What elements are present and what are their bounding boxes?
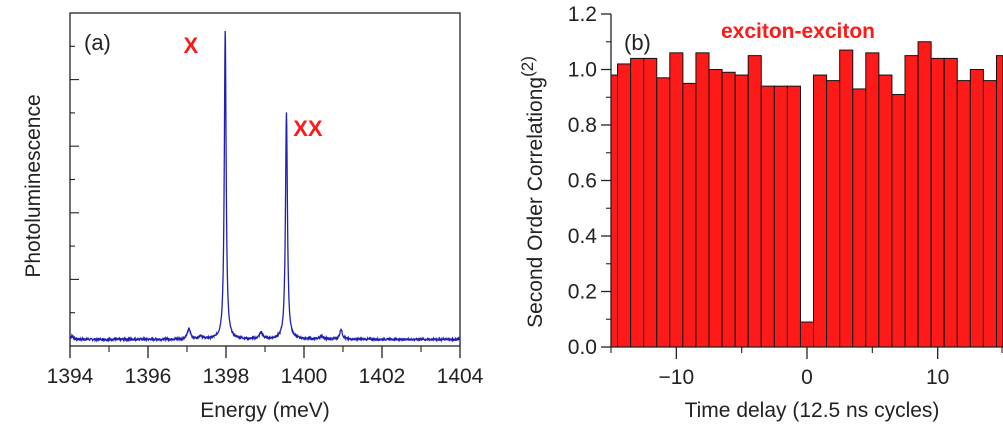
y-tick-label-b: 1.0	[568, 59, 597, 82]
x-tick-label-a: 1402	[359, 365, 406, 388]
histogram-bar	[982, 80, 997, 348]
histogram-bar	[617, 63, 632, 348]
y-tick-label-b: 1.2	[568, 3, 597, 26]
histogram-bar	[721, 71, 736, 348]
panel-label-a: (a)	[84, 30, 111, 55]
x-tick-label-a: 1398	[203, 365, 250, 388]
histogram-bar	[708, 69, 723, 348]
y-tick-label-b: 0.6	[568, 170, 597, 193]
x-axis-ticks-a	[69, 346, 461, 358]
histogram-bar	[865, 52, 880, 348]
histogram-bar	[799, 321, 815, 348]
histogram-bar	[969, 69, 984, 348]
histogram-bar	[695, 52, 710, 348]
spectrum-line	[69, 30, 461, 343]
histogram-bar	[786, 85, 801, 348]
histogram-bar	[956, 80, 971, 348]
histogram-bar	[917, 41, 932, 348]
x-axis-ticks-b: −10 0 10	[610, 347, 1003, 389]
histogram-bar	[630, 57, 645, 348]
x-tick-label-a: 1396	[125, 365, 172, 388]
histogram-bar	[943, 57, 958, 348]
annotation-x-peak: X	[184, 33, 199, 58]
y-tick-label-b: 0.2	[568, 281, 597, 304]
svg-text:Second Order Correlationg(2): Second Order Correlationg(2)	[518, 56, 547, 328]
annotation-xx-peak: XX	[293, 116, 323, 141]
pl-spectrum-panel: 1394 1396 1398 1400 1402 1404 (a) X XX Energy…	[22, 12, 484, 422]
histogram-bars	[610, 41, 1003, 348]
x-tick-label-b: −10	[659, 366, 695, 389]
histogram-bar	[773, 85, 788, 348]
histogram-bar	[904, 55, 919, 348]
x-axis-title-a: Energy (meV)	[200, 399, 330, 422]
plot-frame-a	[69, 12, 461, 347]
y-axis-title-b-text: Second Order Correlation	[524, 89, 547, 328]
histogram-bar	[878, 74, 893, 348]
correlation-histogram-panel: 0.0 0.2 0.4 0.6 0.8 1.0 1.2 −10 0 10 (b) exciton…	[518, 3, 1003, 422]
chart-title-b: exciton-exciton	[721, 20, 875, 43]
x-tick-label-a: 1394	[47, 365, 94, 388]
histogram-bar	[747, 55, 762, 348]
histogram-bar	[760, 85, 775, 348]
histogram-bar	[656, 77, 671, 348]
x-tick-label-a: 1400	[281, 365, 328, 388]
y-axis-ticks-b: 0.0 0.2 0.4 0.6 0.8 1.0 1.2	[568, 3, 611, 359]
panel-label-b: (b)	[624, 30, 651, 55]
histogram-bar	[682, 82, 697, 348]
histogram-bar	[813, 74, 828, 348]
x-axis-tick-labels-a: 1394 1396 1398 1400 1402 1404	[47, 365, 484, 388]
y-axis-title-a: Photoluminescence	[22, 94, 45, 277]
y-axis-title-b-superscript: (2)	[518, 56, 537, 77]
histogram-bar	[669, 52, 684, 348]
histogram-bar	[643, 57, 658, 348]
x-tick-label-b: 0	[801, 366, 813, 389]
histogram-bar	[839, 49, 854, 348]
y-axis-ticks-a	[70, 45, 79, 314]
histogram-bar	[610, 74, 619, 348]
histogram-bar	[826, 80, 841, 348]
y-axis-title-b-g: g	[524, 77, 547, 89]
x-tick-label-b: 10	[926, 366, 949, 389]
histogram-bar	[734, 74, 749, 348]
y-tick-label-b: 0.4	[568, 225, 598, 248]
x-tick-label-a: 1404	[437, 365, 484, 388]
y-axis-title-b: Second Order Correlationg(2)	[518, 56, 547, 328]
x-axis-title-b: Time delay (12.5 ns cycles)	[685, 399, 940, 422]
histogram-bar	[891, 93, 906, 348]
y-tick-label-b: 0.8	[568, 114, 597, 137]
histogram-bar	[995, 55, 1003, 348]
y-tick-label-b: 0.0	[568, 336, 597, 359]
histogram-bar	[852, 88, 867, 348]
histogram-bar	[930, 57, 945, 348]
